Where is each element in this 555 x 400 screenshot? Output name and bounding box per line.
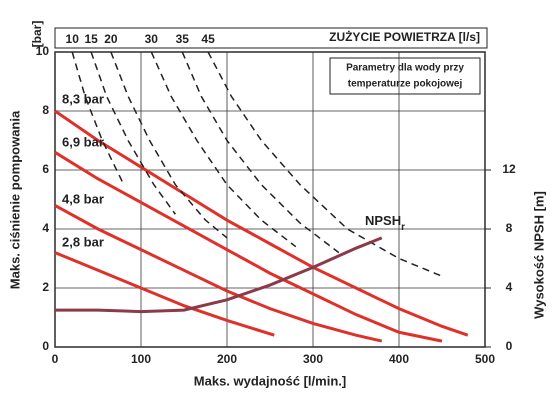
air-label: 35 [176, 32, 190, 46]
plot-frame [54, 51, 486, 348]
air-line [181, 51, 340, 254]
x-tick-label: 300 [303, 352, 323, 366]
x-tick-label: 200 [217, 352, 237, 366]
pressure-label: 2,8 bar [62, 234, 104, 249]
pressure-line [54, 151, 443, 343]
pressure-label: 4,8 bar [62, 191, 104, 206]
npsh-line [55, 236, 383, 314]
note-line: temperaturze pokojowej [348, 79, 463, 90]
x-tick-label: 0 [52, 352, 59, 366]
air-line [207, 51, 443, 277]
pressure-line [54, 251, 275, 337]
pressure-label: 8,3 bar [62, 91, 104, 106]
pressure-label: 6,9 bar [62, 134, 104, 149]
air-line [90, 51, 177, 215]
air-label: 45 [201, 32, 215, 46]
y2-tick-label: 0 [506, 339, 513, 353]
air-line [150, 51, 297, 248]
air-label: 30 [145, 32, 159, 46]
y-axis-label: Maks. ciśnienie pompowania [7, 110, 22, 289]
x-tick-label: 400 [389, 352, 409, 366]
y2-tick-label: 4 [506, 280, 513, 294]
npsh-subscript: r [401, 222, 405, 233]
y-tick-label: 8 [42, 103, 49, 117]
y2-tick-label: 12 [502, 162, 516, 176]
air-label: 15 [84, 32, 98, 46]
note-line: Parametry dla wody przy [346, 63, 464, 74]
air-line [71, 51, 125, 186]
note-box [329, 57, 481, 95]
y2-axis-label: Wysokość NPSH [m] [531, 191, 546, 319]
y-unit: [bar] [30, 21, 44, 48]
npsh-name: NPSH [365, 213, 401, 228]
top-band [54, 27, 488, 49]
x-axis-label: Maks. wydajność [l/min.] [194, 373, 346, 388]
y-tick-label: 4 [42, 221, 49, 235]
air-line [110, 51, 228, 239]
y-tick-label: 0 [42, 339, 49, 353]
y-tick-label: 2 [42, 280, 49, 294]
air-label: 10 [66, 32, 80, 46]
air-label: 20 [104, 32, 118, 46]
y-tick-label: 6 [42, 162, 49, 176]
top-label: ZUŻYCIE POWIETRZA [l/s] [329, 29, 480, 44]
y2-tick-label: 8 [506, 221, 513, 235]
pressure-line [54, 109, 469, 337]
y-tick-label: 10 [36, 44, 50, 58]
x-tick-label: 500 [475, 352, 495, 366]
x-tick-label: 100 [131, 352, 151, 366]
npsh-label: NPSHr [365, 213, 405, 232]
pressure-line [54, 204, 383, 343]
